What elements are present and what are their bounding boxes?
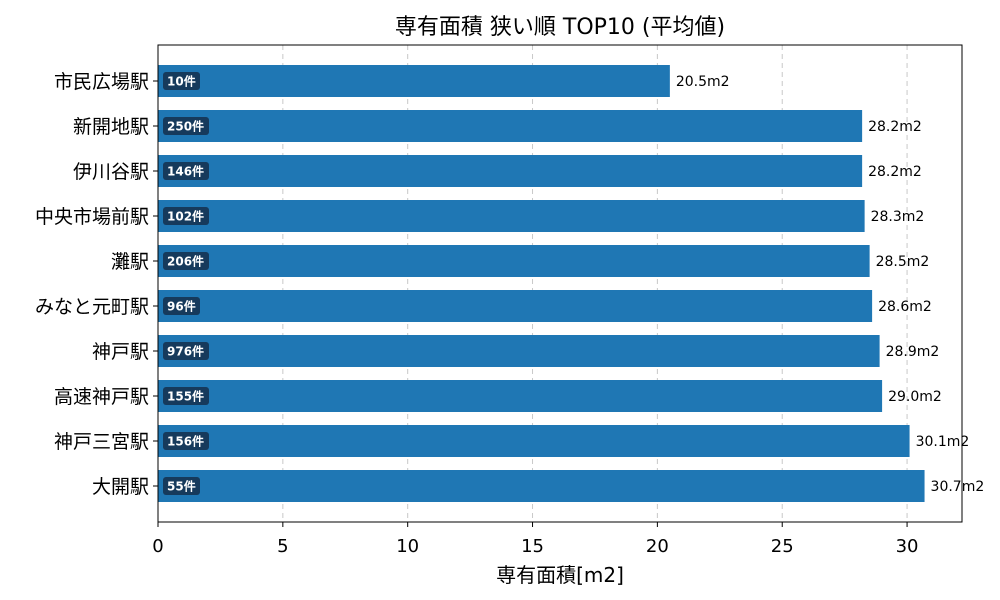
bar (158, 425, 910, 457)
x-tick-label: 0 (152, 536, 163, 557)
count-badge (163, 342, 209, 360)
count-label: 55件 (167, 479, 196, 494)
data-label: 28.2m2 (868, 119, 922, 135)
data-label: 28.5m2 (876, 254, 930, 270)
x-tick-label: 25 (771, 536, 794, 557)
count-badge (163, 432, 209, 450)
count-label: 155件 (167, 389, 204, 404)
count-label: 96件 (167, 299, 196, 314)
data-label: 28.2m2 (868, 164, 922, 180)
data-label: 28.3m2 (871, 209, 925, 225)
y-tick-label: 市民広場駅 (54, 71, 149, 93)
count-label: 102件 (167, 209, 204, 224)
x-tick-label: 30 (896, 536, 919, 557)
plot-frame (157, 44, 963, 523)
axis-layer: 0 5 10 15 20 25 30 市民広場駅新開地駅伊川谷駅中央市場前駅灘駅みなと元町駅神… (35, 71, 919, 557)
count-label: 10件 (167, 74, 196, 89)
x-tick-label: 15 (521, 536, 544, 557)
y-tick-label: みなと元町駅 (35, 296, 149, 318)
data-label: 30.1m2 (916, 434, 970, 450)
data-label: 29.0m2 (888, 389, 942, 405)
count-badge (163, 477, 200, 495)
count-badge (163, 297, 200, 315)
count-label: 206件 (167, 254, 204, 269)
chart-title: 専有面積 狭い順 TOP10 (平均値) (395, 15, 725, 40)
bar (158, 290, 873, 322)
count-label: 146件 (167, 164, 204, 179)
count-label: 156件 (167, 434, 204, 449)
count-badge (163, 162, 209, 180)
count-badge (163, 117, 209, 135)
y-tick-label: 灘駅 (111, 251, 149, 273)
bar (158, 200, 865, 232)
x-tick-label: 5 (277, 536, 288, 557)
data-label: 28.9m2 (886, 344, 940, 360)
data-label: 20.5m2 (676, 74, 730, 90)
y-tick-label: 神戸三宮駅 (54, 431, 149, 453)
x-axis-label: 専有面積[m2] (496, 563, 624, 587)
bar (158, 335, 880, 367)
y-tick-label: 大開駅 (92, 476, 149, 498)
count-label: 250件 (167, 119, 204, 134)
bar (158, 245, 870, 277)
bar (158, 65, 670, 97)
data-label: 28.6m2 (878, 299, 932, 315)
y-tick-label: 神戸駅 (92, 341, 149, 363)
y-tick-label: 伊川谷駅 (73, 161, 149, 183)
bar (158, 110, 863, 142)
y-tick-label: 中央市場前駅 (35, 206, 149, 228)
bar (158, 470, 925, 502)
data-label: 30.7m2 (931, 479, 985, 495)
count-label: 976件 (167, 344, 204, 359)
bar (158, 155, 863, 187)
bars-layer: 10件 20.5m2 250件 28.2m2 146件 28.2m2 102件 28.3m2 2… (158, 65, 984, 502)
x-tick-label: 20 (646, 536, 669, 557)
y-tick-label: 新開地駅 (73, 116, 149, 138)
count-badge (163, 207, 209, 225)
count-badge (163, 387, 209, 405)
bar (158, 380, 883, 412)
count-badge (163, 72, 200, 90)
count-badge (163, 252, 209, 270)
y-tick-label: 高速神戸駅 (54, 386, 149, 408)
x-tick-label: 10 (396, 536, 419, 557)
